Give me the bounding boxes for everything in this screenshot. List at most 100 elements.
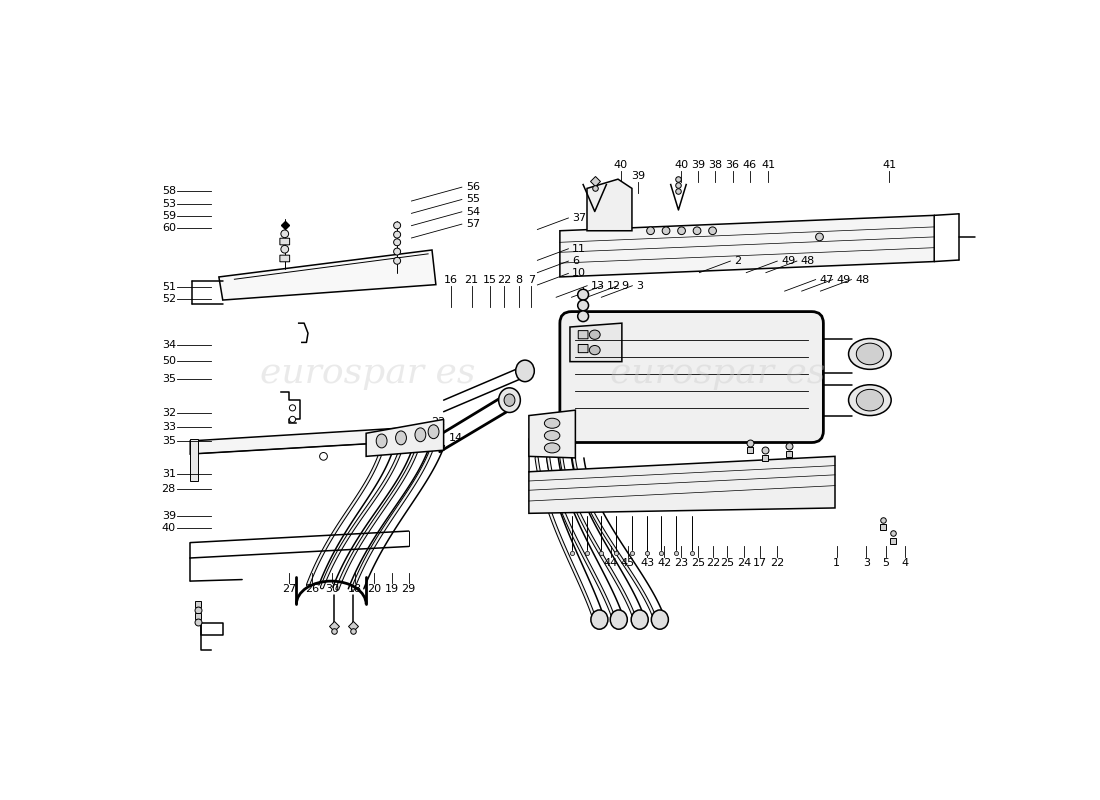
Polygon shape: [560, 215, 934, 277]
Ellipse shape: [544, 418, 560, 428]
Text: 54: 54: [465, 207, 480, 217]
Circle shape: [708, 227, 716, 234]
Text: 23: 23: [674, 558, 689, 568]
Text: 11: 11: [572, 244, 586, 254]
Text: 26: 26: [305, 584, 319, 594]
Text: 51: 51: [162, 282, 176, 292]
Ellipse shape: [848, 338, 891, 370]
Text: 35: 35: [162, 374, 176, 384]
Text: 42: 42: [657, 558, 671, 568]
Ellipse shape: [504, 394, 515, 406]
Text: 28: 28: [162, 484, 176, 494]
Text: 56: 56: [465, 182, 480, 192]
Polygon shape: [366, 419, 443, 456]
Ellipse shape: [590, 346, 601, 354]
Text: 22: 22: [431, 418, 446, 427]
Ellipse shape: [610, 610, 627, 630]
Text: 41: 41: [882, 160, 896, 170]
Ellipse shape: [848, 385, 891, 415]
Text: 57: 57: [465, 219, 480, 229]
Ellipse shape: [396, 431, 406, 445]
Circle shape: [662, 227, 670, 234]
Text: 9: 9: [621, 281, 629, 290]
Text: 40: 40: [674, 160, 689, 170]
Text: 6: 6: [572, 256, 580, 266]
Text: 10: 10: [572, 269, 586, 278]
Text: 47: 47: [820, 274, 834, 285]
Polygon shape: [219, 250, 436, 300]
Text: 38: 38: [708, 160, 723, 170]
Circle shape: [280, 246, 288, 253]
Text: 22: 22: [497, 274, 512, 285]
Text: 45: 45: [620, 558, 635, 568]
Text: eurospar es: eurospar es: [260, 356, 475, 390]
Text: 58: 58: [162, 186, 176, 197]
Ellipse shape: [498, 388, 520, 413]
Text: 18: 18: [348, 584, 362, 594]
Text: 21: 21: [464, 274, 478, 285]
Ellipse shape: [590, 330, 601, 339]
Text: 40: 40: [614, 160, 628, 170]
Text: 39: 39: [162, 511, 176, 521]
Text: 34: 34: [162, 341, 176, 350]
Text: 44: 44: [604, 558, 618, 568]
Text: 39: 39: [692, 160, 705, 170]
Circle shape: [394, 239, 400, 246]
Circle shape: [394, 248, 400, 255]
Text: 35: 35: [162, 436, 176, 446]
Text: 48: 48: [801, 256, 815, 266]
Polygon shape: [529, 410, 575, 458]
Text: 30: 30: [324, 584, 339, 594]
Text: eurospar es: eurospar es: [609, 356, 825, 390]
Text: 13: 13: [591, 281, 605, 290]
Text: 48: 48: [856, 274, 870, 285]
Text: 29: 29: [402, 584, 416, 594]
Text: 7: 7: [528, 274, 535, 285]
Ellipse shape: [428, 425, 439, 438]
FancyBboxPatch shape: [279, 255, 289, 262]
FancyBboxPatch shape: [579, 330, 588, 338]
Text: 12: 12: [606, 281, 620, 290]
Ellipse shape: [544, 443, 560, 453]
Text: 41: 41: [761, 160, 776, 170]
Text: 37: 37: [572, 213, 586, 223]
Polygon shape: [587, 179, 631, 230]
Text: 53: 53: [162, 198, 176, 209]
Text: 22: 22: [770, 558, 784, 568]
Text: 20: 20: [367, 584, 382, 594]
Circle shape: [289, 416, 296, 422]
Circle shape: [815, 233, 824, 241]
Ellipse shape: [651, 610, 669, 630]
Text: 4: 4: [901, 558, 909, 568]
FancyBboxPatch shape: [579, 345, 588, 353]
Text: 14: 14: [449, 433, 463, 443]
Text: 27: 27: [282, 584, 296, 594]
Circle shape: [578, 300, 588, 311]
Circle shape: [678, 227, 685, 234]
Circle shape: [394, 231, 400, 238]
Circle shape: [280, 230, 288, 238]
Circle shape: [394, 222, 400, 229]
Text: 31: 31: [162, 469, 176, 478]
Ellipse shape: [544, 430, 560, 441]
Polygon shape: [529, 456, 835, 514]
Ellipse shape: [376, 434, 387, 448]
Text: 8: 8: [515, 274, 522, 285]
Circle shape: [693, 227, 701, 234]
Polygon shape: [570, 323, 622, 362]
Text: 39: 39: [631, 171, 645, 181]
Circle shape: [289, 405, 296, 411]
Text: 33: 33: [162, 422, 176, 433]
Text: 49: 49: [781, 256, 795, 266]
Circle shape: [647, 227, 654, 234]
FancyBboxPatch shape: [279, 238, 289, 245]
Text: 5: 5: [882, 558, 890, 568]
Text: 52: 52: [162, 294, 176, 304]
Text: 15: 15: [483, 274, 496, 285]
Ellipse shape: [631, 610, 648, 630]
Ellipse shape: [516, 360, 535, 382]
Polygon shape: [190, 438, 198, 481]
Text: 17: 17: [752, 558, 767, 568]
Text: 24: 24: [737, 558, 751, 568]
Ellipse shape: [856, 390, 883, 411]
